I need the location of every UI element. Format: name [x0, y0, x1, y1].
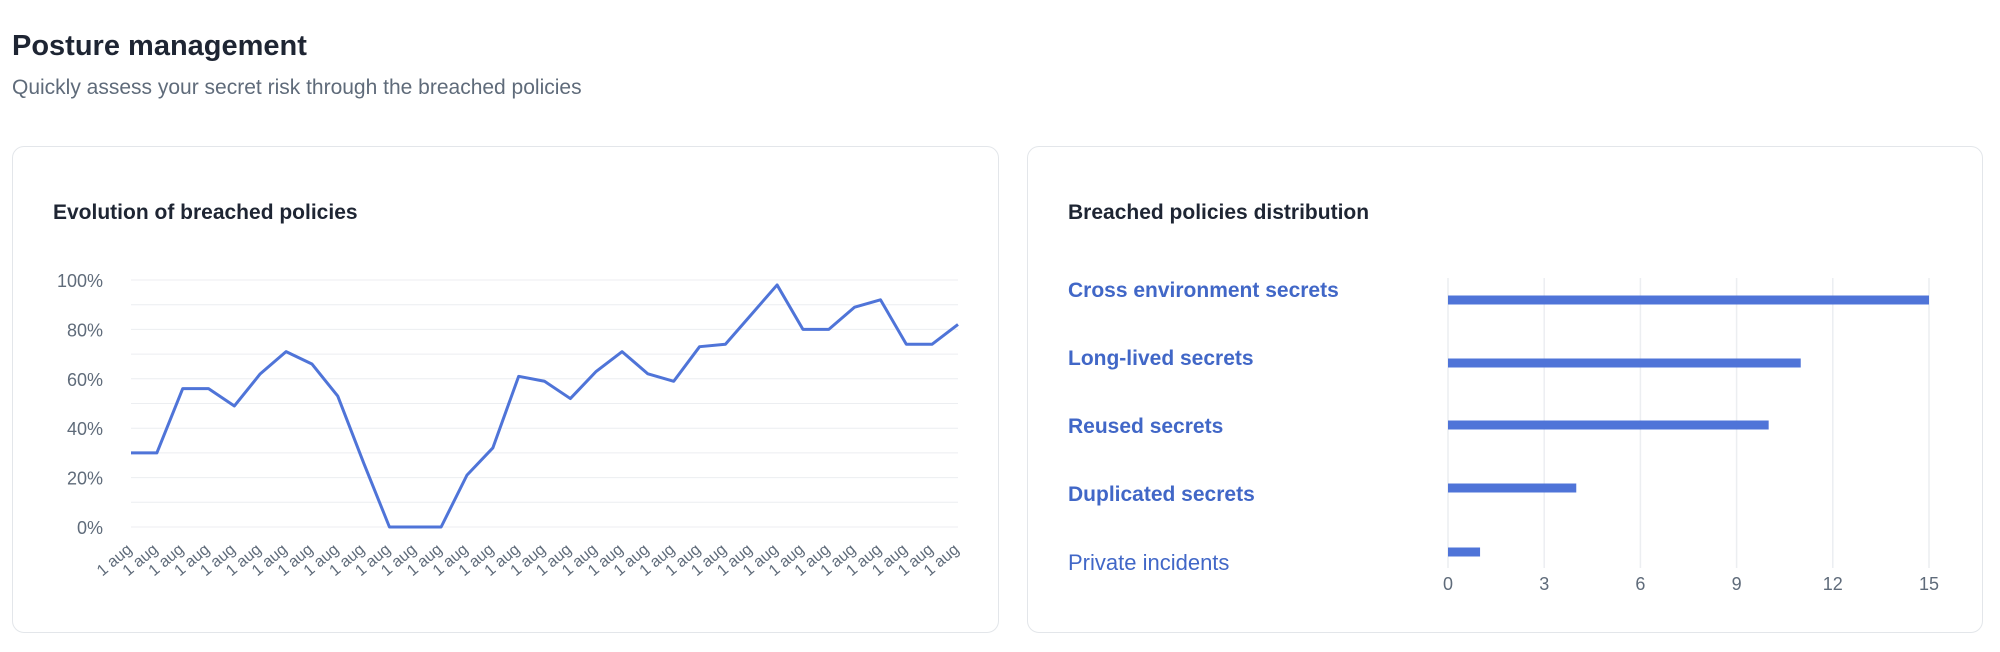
y-tick-label: 0%: [77, 518, 103, 538]
page-title: Posture management: [12, 30, 307, 62]
x-tick-label: 0: [1443, 574, 1453, 594]
y-tick-label: 60%: [67, 370, 103, 390]
x-tick-label: 3: [1539, 574, 1549, 594]
category-label[interactable]: Private incidents: [1068, 550, 1230, 575]
distribution-chart-title: Breached policies distribution: [1068, 201, 1370, 224]
bar: [1448, 295, 1929, 305]
breached-policies-line: [131, 283, 959, 529]
bar: [1448, 547, 1481, 557]
evolution-chart-title: Evolution of breached policies: [53, 201, 358, 224]
page-subtitle: Quickly assess your secret risk through …: [12, 76, 582, 99]
x-tick-label: 15: [1919, 574, 1939, 594]
x-tick-label: 6: [1635, 574, 1645, 594]
x-tick-label: 12: [1823, 574, 1843, 594]
category-label[interactable]: Duplicated secrets: [1068, 483, 1255, 506]
distribution-bar-chart: 0 3 6 9 12 15: [1443, 278, 1939, 594]
y-tick-label: 40%: [67, 419, 103, 439]
y-tick-label: 20%: [67, 469, 103, 489]
category-label[interactable]: Reused secrets: [1068, 415, 1224, 438]
bar: [1448, 420, 1769, 430]
bar: [1448, 358, 1801, 368]
category-label[interactable]: Long-lived secrets: [1068, 347, 1254, 370]
category-label[interactable]: Cross environment secrets: [1068, 279, 1339, 302]
x-tick-label: 9: [1732, 574, 1742, 594]
distribution-chart-card: Breached policies distribution Cross env…: [1027, 146, 1983, 633]
evolution-chart-card: Evolution of breached policies 0% 20% 40% 6…: [12, 146, 999, 633]
bar: [1448, 483, 1577, 493]
y-tick-label: 80%: [67, 320, 103, 340]
y-tick-label: 100%: [57, 271, 103, 291]
